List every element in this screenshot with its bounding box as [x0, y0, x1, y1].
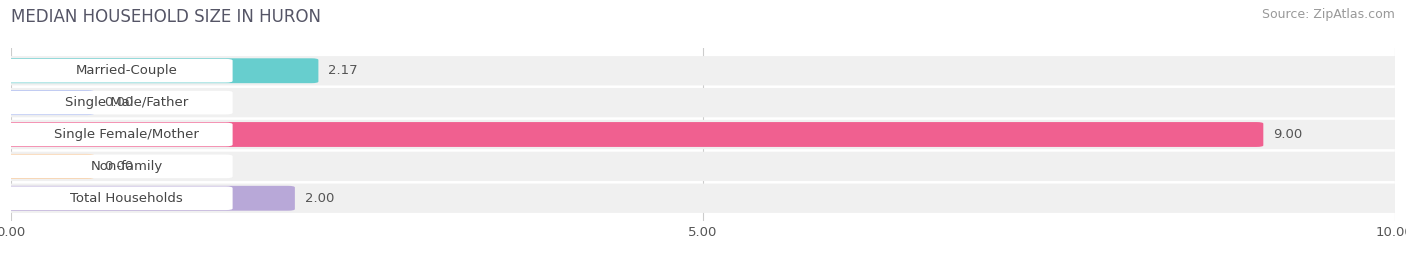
FancyBboxPatch shape: [4, 123, 232, 146]
Text: 2.17: 2.17: [328, 64, 357, 77]
FancyBboxPatch shape: [4, 184, 1402, 213]
FancyBboxPatch shape: [4, 88, 1402, 117]
Text: 9.00: 9.00: [1272, 128, 1302, 141]
Text: MEDIAN HOUSEHOLD SIZE IN HURON: MEDIAN HOUSEHOLD SIZE IN HURON: [11, 8, 321, 26]
FancyBboxPatch shape: [4, 59, 232, 83]
FancyBboxPatch shape: [4, 120, 1402, 149]
FancyBboxPatch shape: [4, 155, 232, 178]
FancyBboxPatch shape: [4, 186, 232, 210]
FancyBboxPatch shape: [4, 58, 318, 83]
Text: Married-Couple: Married-Couple: [76, 64, 177, 77]
FancyBboxPatch shape: [4, 56, 1402, 85]
FancyBboxPatch shape: [4, 90, 94, 115]
Text: 2.00: 2.00: [305, 192, 335, 205]
Text: Total Households: Total Households: [70, 192, 183, 205]
Text: 0.00: 0.00: [104, 96, 134, 109]
FancyBboxPatch shape: [4, 154, 94, 179]
Text: Single Male/Father: Single Male/Father: [65, 96, 188, 109]
Text: Source: ZipAtlas.com: Source: ZipAtlas.com: [1261, 8, 1395, 21]
FancyBboxPatch shape: [4, 91, 232, 114]
FancyBboxPatch shape: [4, 186, 295, 211]
Text: Non-family: Non-family: [90, 160, 163, 173]
FancyBboxPatch shape: [4, 152, 1402, 181]
FancyBboxPatch shape: [4, 122, 1264, 147]
Text: 0.00: 0.00: [104, 160, 134, 173]
Text: Single Female/Mother: Single Female/Mother: [55, 128, 200, 141]
